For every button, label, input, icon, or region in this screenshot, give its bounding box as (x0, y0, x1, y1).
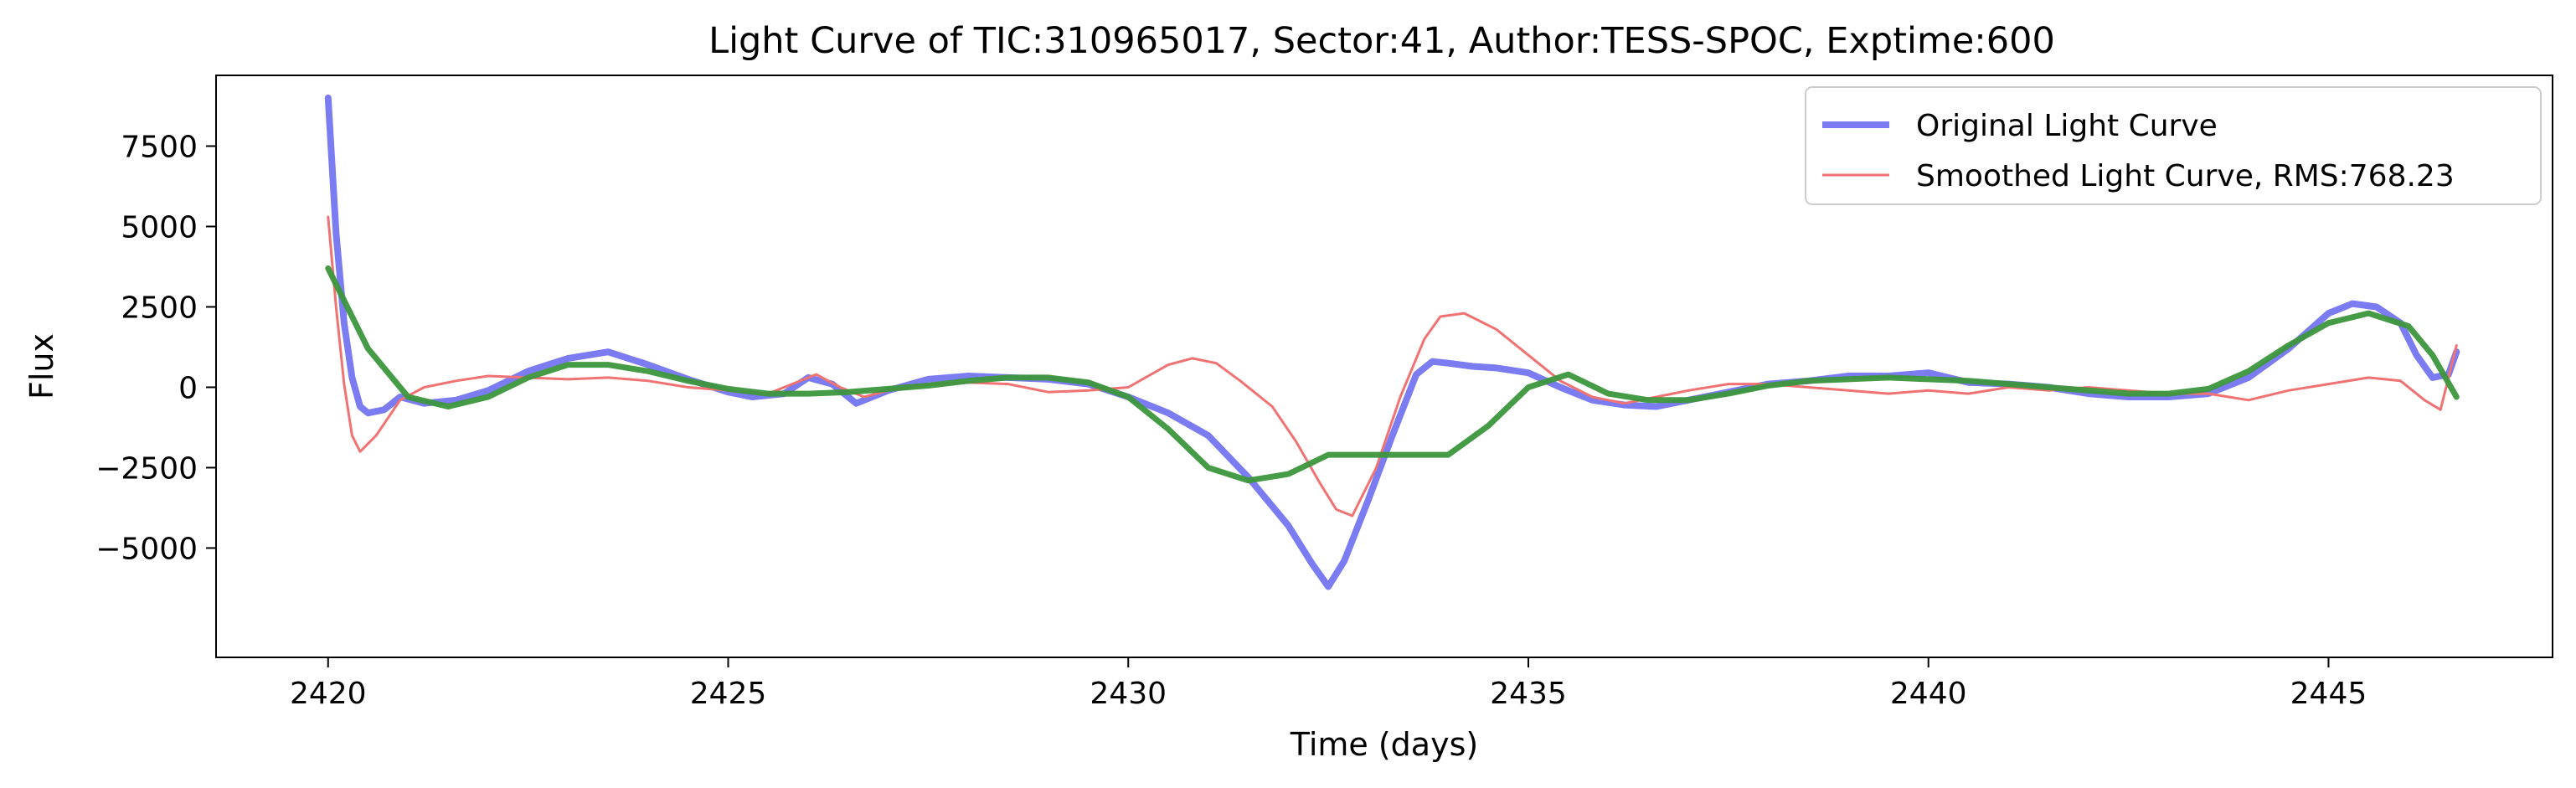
x-tick-label: 2430 (1090, 677, 1167, 711)
x-tick-label: 2425 (690, 677, 767, 711)
legend-label: Smoothed Light Curve, RMS:768.23 (1916, 159, 2455, 193)
x-axis-ticks: 2420 2425 2430 2435 2440 2445 (290, 657, 2367, 711)
x-tick-label: 2435 (1490, 677, 1567, 711)
y-tick-label: 5000 (121, 210, 198, 245)
x-tick-label: 2420 (290, 677, 367, 711)
chart-title: Light Curve of TIC:310965017, Sector:41,… (708, 20, 2055, 62)
x-axis-label: Time (days) (1290, 726, 1478, 763)
x-tick-label: 2440 (1890, 677, 1967, 711)
axes-frame (215, 75, 2553, 658)
y-tick-label: 7500 (121, 130, 198, 164)
y-tick-label: −2500 (95, 451, 198, 486)
y-axis-label: Flux (23, 333, 60, 399)
legend-box (1805, 86, 2542, 205)
fit-curve-line (325, 265, 2460, 484)
y-tick-label: 0 (178, 371, 198, 405)
y-tick-label: 2500 (121, 291, 198, 325)
x-tick-label: 2445 (2290, 677, 2367, 711)
original-light-curve-line (324, 94, 2460, 590)
legend: Original Light Curve Smoothed Light Curve… (1805, 86, 2542, 205)
y-tick-label: −5000 (95, 532, 198, 566)
y-axis-ticks: −5000 −2500 0 2500 5000 7500 (95, 130, 216, 566)
legend-label: Original Light Curve (1916, 109, 2218, 143)
series-layer (324, 94, 2460, 590)
